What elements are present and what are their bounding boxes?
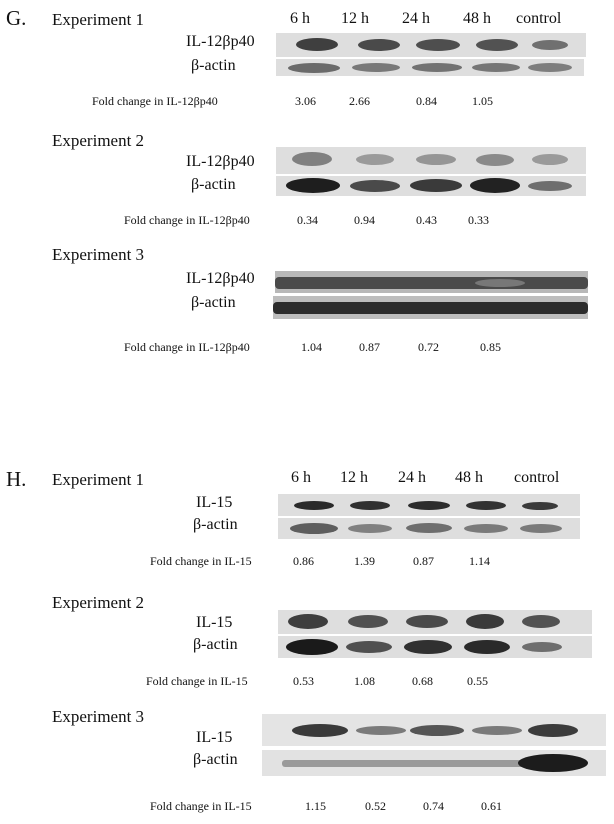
blot-label-target: IL-15 <box>196 494 233 511</box>
panel-letter-h: H. <box>6 467 27 491</box>
panel-letter-g: G. <box>6 6 27 30</box>
blot-label-actin: β-actin <box>193 636 238 653</box>
fold-value: 0.87 <box>359 340 380 354</box>
fold-value: 0.74 <box>423 799 444 813</box>
fold-change-label: Fold change in IL-12βp40 <box>124 340 250 354</box>
fold-value: 0.86 <box>293 554 314 568</box>
fold-value: 0.43 <box>416 213 437 227</box>
experiment-title: Experiment 2 <box>52 593 145 612</box>
lane-label-control: control <box>516 10 562 27</box>
blot-label-target: IL-15 <box>196 614 233 631</box>
blot-label-target: IL-15 <box>196 729 233 746</box>
experiment-title: Experiment 3 <box>52 245 145 264</box>
blot-label-actin: β-actin <box>193 751 238 768</box>
fold-value: 1.14 <box>469 554 490 568</box>
fold-value: 0.72 <box>418 340 439 354</box>
blot-image-target <box>276 33 586 57</box>
blot-label-actin: β-actin <box>191 57 236 74</box>
fold-value: 0.34 <box>297 213 318 227</box>
fold-value: 0.68 <box>412 674 433 688</box>
fold-value: 0.61 <box>481 799 502 813</box>
fold-change-label: Fold change in IL-12βp40 <box>124 213 250 227</box>
fold-value: 0.85 <box>480 340 501 354</box>
experiment-title: Experiment 1 <box>52 470 145 489</box>
fold-value: 0.53 <box>293 674 314 688</box>
blot-label-target: IL-12βp40 <box>186 270 255 287</box>
experiment-title: Experiment 3 <box>52 707 145 726</box>
lane-label-48h: 48 h <box>463 10 491 27</box>
blot-image-target <box>278 494 580 516</box>
lane-label-24h: 24 h <box>402 10 430 27</box>
lane-label-24h: 24 h <box>398 469 426 486</box>
blot-image-actin <box>262 750 606 776</box>
fold-value: 3.06 <box>295 94 316 108</box>
fold-value: 0.94 <box>354 213 375 227</box>
fold-value: 0.55 <box>467 674 488 688</box>
fold-value: 0.87 <box>413 554 434 568</box>
blot-image-actin <box>276 59 584 76</box>
fold-value: 0.33 <box>468 213 489 227</box>
blot-label-target: IL-12βp40 <box>186 33 255 50</box>
blot-image-target <box>278 610 592 634</box>
blot-image-actin <box>278 636 592 658</box>
lane-label-12h: 12 h <box>341 10 369 27</box>
experiment-title: Experiment 2 <box>52 131 145 150</box>
fold-value: 0.84 <box>416 94 437 108</box>
fold-change-label: Fold change in IL-15 <box>150 554 252 568</box>
blot-label-actin: β-actin <box>191 176 236 193</box>
blot-label-target: IL-12βp40 <box>186 153 255 170</box>
fold-change-label: Fold change in IL-15 <box>146 674 248 688</box>
lane-label-48h: 48 h <box>455 469 483 486</box>
fold-change-label: Fold change in IL-15 <box>150 799 252 813</box>
lane-label-12h: 12 h <box>340 469 368 486</box>
fold-value: 1.39 <box>354 554 375 568</box>
fold-value: 1.08 <box>354 674 375 688</box>
fold-change-label: Fold change in IL-12βp40 <box>92 94 218 108</box>
blot-image-actin <box>276 176 586 196</box>
blot-image-actin <box>273 296 588 319</box>
lane-label-control: control <box>514 469 560 486</box>
lane-label-6h: 6 h <box>290 10 310 27</box>
fold-value: 1.15 <box>305 799 326 813</box>
fold-value: 1.05 <box>472 94 493 108</box>
fold-value: 1.04 <box>301 340 322 354</box>
fold-value: 0.52 <box>365 799 386 813</box>
blot-label-actin: β-actin <box>193 516 238 533</box>
blot-image-target <box>275 271 588 293</box>
blot-image-actin <box>278 518 580 539</box>
experiment-title: Experiment 1 <box>52 10 145 29</box>
blot-label-actin: β-actin <box>191 294 236 311</box>
fold-value: 2.66 <box>349 94 370 108</box>
blot-image-target <box>262 714 606 746</box>
blot-image-target <box>276 147 586 174</box>
lane-label-6h: 6 h <box>291 469 311 486</box>
